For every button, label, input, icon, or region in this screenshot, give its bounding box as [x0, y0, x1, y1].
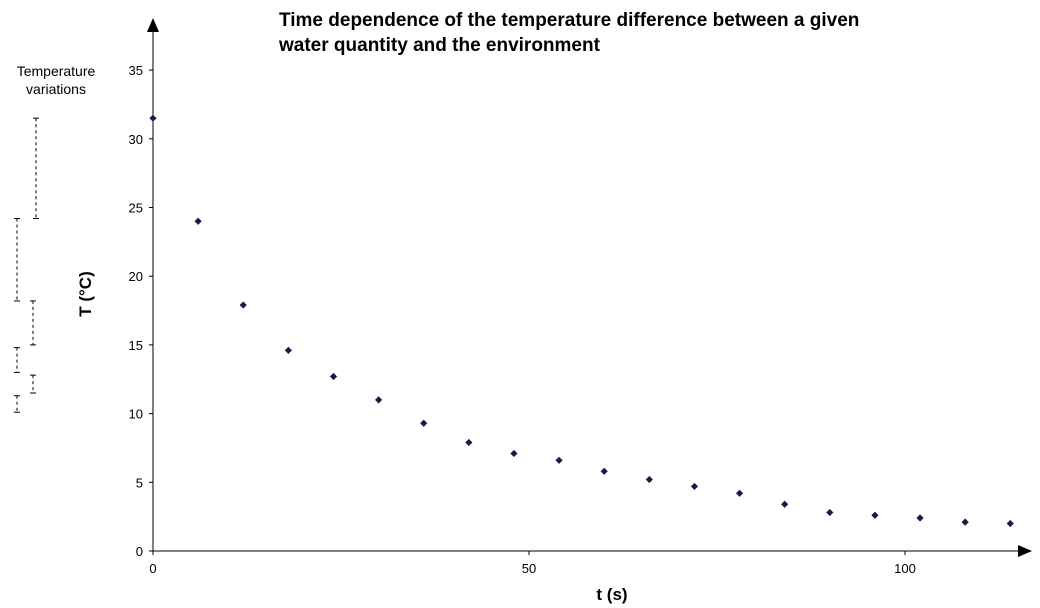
x-axis-arrow [1018, 545, 1032, 557]
data-point [420, 419, 428, 427]
data-point [555, 456, 563, 464]
data-point [149, 114, 157, 122]
data-point [239, 301, 247, 309]
data-point [375, 396, 383, 404]
data-point [916, 514, 924, 522]
data-point [826, 508, 834, 517]
chart-title: Time dependence of the temperature diffe… [279, 10, 860, 56]
data-point [329, 372, 338, 381]
x-tick-label: 100 [894, 561, 916, 576]
y-tick-label: 15 [129, 338, 143, 353]
variation-range [14, 217, 20, 302]
data-point [510, 449, 518, 458]
data-point [690, 482, 699, 491]
data-point [194, 217, 202, 225]
data-point [781, 500, 789, 508]
temperature-variations-label: Temperature variations [16, 63, 96, 97]
data-point [645, 475, 653, 484]
y-tick-label: 30 [129, 132, 143, 147]
variation-range [14, 347, 20, 373]
tick-labels: 05010015020005101520253035 [129, 63, 916, 576]
variation-range [33, 117, 39, 219]
x-tick-label: 0 [149, 561, 156, 576]
data-point [871, 511, 879, 519]
x-tick-label: 50 [522, 561, 536, 576]
data-points [149, 114, 1014, 528]
data-point [961, 518, 969, 526]
temperature-variation-ranges [14, 117, 39, 413]
data-point [735, 489, 744, 497]
y-tick-label: 10 [129, 407, 143, 422]
y-tick-label: 20 [129, 269, 143, 284]
y-axis-label: T (°C) [76, 271, 95, 317]
y-tick-label: 25 [129, 201, 143, 216]
variation-range [30, 374, 36, 394]
y-tick-label: 5 [136, 475, 143, 490]
axes [147, 18, 1032, 557]
y-axis-arrow [147, 18, 159, 32]
x-axis-label: t (s) [596, 585, 628, 604]
variation-range [30, 300, 36, 346]
data-point [465, 438, 473, 447]
variation-range [14, 395, 20, 413]
data-point [1006, 519, 1014, 528]
data-point [284, 346, 292, 354]
y-tick-label: 0 [136, 544, 143, 559]
data-point [600, 467, 608, 475]
y-tick-label: 35 [129, 63, 143, 78]
